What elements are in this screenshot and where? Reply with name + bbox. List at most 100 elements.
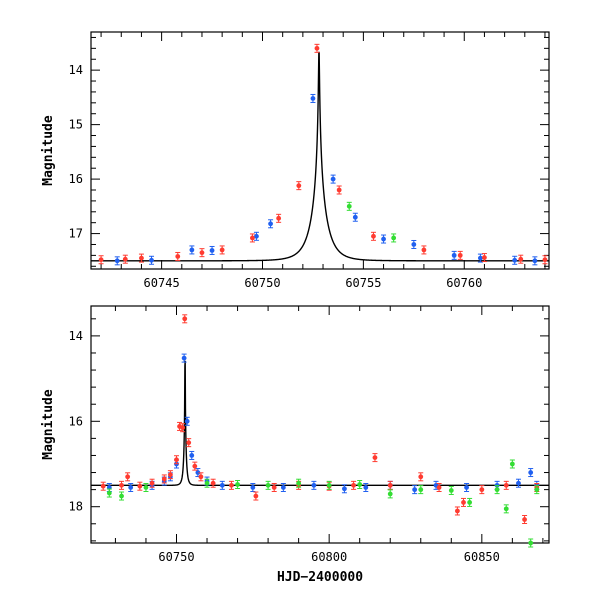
- blue-data-point: [528, 470, 534, 475]
- red-data-point: [119, 482, 124, 488]
- red-data-point: [455, 508, 460, 514]
- red-data-point: [186, 440, 192, 446]
- red-data-point: [387, 482, 393, 488]
- red-data-point: [372, 455, 378, 460]
- green-data-point: [467, 500, 473, 505]
- red-data-point: [149, 480, 155, 486]
- green-data-point: [494, 487, 500, 493]
- x-tick-label: 60850: [464, 550, 500, 564]
- red-data-point: [371, 233, 376, 239]
- x-tick-label: 60800: [311, 550, 347, 564]
- blue-data-point: [381, 236, 386, 242]
- blue-data-point: [184, 418, 190, 424]
- y-tick-label: 17: [69, 227, 83, 241]
- red-data-point: [198, 474, 204, 480]
- red-data-point: [182, 316, 188, 322]
- x-tick-label: 60745: [144, 276, 180, 290]
- red-data-point: [250, 235, 255, 241]
- plot-frame: [90, 31, 550, 270]
- green-data-point: [326, 482, 332, 488]
- red-data-point: [125, 474, 131, 480]
- red-data-point: [122, 256, 128, 262]
- red-data-point: [482, 255, 487, 260]
- green-data-point: [296, 480, 302, 486]
- green-data-point: [448, 488, 454, 493]
- red-data-point: [180, 425, 186, 431]
- blue-data-point: [363, 485, 369, 490]
- y-axis-label: Magnitude: [41, 115, 56, 186]
- red-data-point: [457, 252, 463, 258]
- red-data-point: [98, 257, 104, 263]
- green-data-point: [346, 203, 352, 209]
- red-data-point: [219, 247, 225, 253]
- blue-data-point: [310, 96, 316, 101]
- model-curve: [91, 51, 549, 262]
- y-tick-label: 14: [69, 329, 83, 343]
- blue-data-point: [342, 486, 347, 492]
- red-data-point: [174, 457, 179, 463]
- red-data-point: [542, 257, 548, 263]
- top-panel: 60745 60750 60755 60760 14 15 16 17 Magnitude: [41, 31, 550, 290]
- x-tick-label: 60750: [158, 550, 194, 564]
- red-data-point: [522, 517, 527, 522]
- blue-data-point: [114, 258, 120, 264]
- blue-data-point: [464, 485, 469, 490]
- blue-data-point: [128, 485, 134, 490]
- model-curve: [91, 360, 549, 487]
- x-tick-label: 60755: [345, 276, 381, 290]
- red-data-point: [276, 215, 282, 221]
- red-data-point: [421, 247, 427, 253]
- red-data-point: [210, 480, 216, 486]
- blue-data-point: [189, 453, 195, 458]
- green-data-point: [235, 482, 240, 487]
- red-data-point: [503, 482, 509, 488]
- y-tick-label: 16: [69, 172, 83, 186]
- y-axis-label: Magnitude: [41, 389, 56, 460]
- green-data-point: [106, 490, 112, 496]
- blue-data-point: [311, 482, 317, 488]
- red-data-point: [479, 487, 485, 493]
- red-data-point: [351, 482, 356, 488]
- red-data-point: [199, 250, 205, 256]
- red-data-point: [229, 482, 234, 488]
- blue-data-point: [478, 255, 483, 261]
- green-data-point: [528, 540, 534, 546]
- blue-data-point: [209, 248, 215, 253]
- x-tick-label: 60750: [244, 276, 280, 290]
- y-tick-label: 18: [69, 500, 83, 514]
- blue-data-point: [412, 487, 418, 493]
- red-data-point: [192, 463, 198, 469]
- y-tick-label: 14: [69, 63, 83, 77]
- green-data-point: [503, 506, 509, 512]
- y-tick-label: 16: [69, 414, 83, 428]
- red-data-point: [175, 254, 181, 259]
- green-data-point: [391, 235, 397, 241]
- red-data-point: [314, 45, 320, 51]
- green-data-point: [204, 480, 210, 486]
- green-data-point: [143, 485, 149, 490]
- plot-frame: [90, 305, 550, 544]
- blue-data-point: [516, 480, 521, 486]
- red-data-point: [100, 483, 106, 489]
- green-data-point: [418, 487, 424, 493]
- green-data-point: [534, 487, 540, 493]
- red-data-point: [137, 483, 143, 489]
- x-axis-label: HJD−2400000: [277, 570, 363, 585]
- blue-data-point: [181, 355, 187, 361]
- blue-data-point: [189, 247, 195, 253]
- blue-data-point: [195, 470, 201, 475]
- red-data-point: [336, 187, 342, 193]
- blue-data-point: [532, 258, 538, 264]
- blue-data-point: [451, 252, 457, 258]
- blue-data-point: [219, 482, 225, 488]
- bottom-panel: 60750 60800 60850 14 16 18 Magnitude HJD−240000…: [41, 305, 550, 585]
- blue-data-point: [352, 214, 358, 220]
- red-data-point: [518, 256, 524, 262]
- red-data-point: [436, 485, 442, 490]
- blue-data-point: [411, 242, 417, 247]
- blue-data-point: [254, 233, 259, 239]
- red-data-point: [271, 485, 277, 490]
- x-tick-label: 60760: [446, 276, 482, 290]
- green-data-point: [387, 491, 393, 497]
